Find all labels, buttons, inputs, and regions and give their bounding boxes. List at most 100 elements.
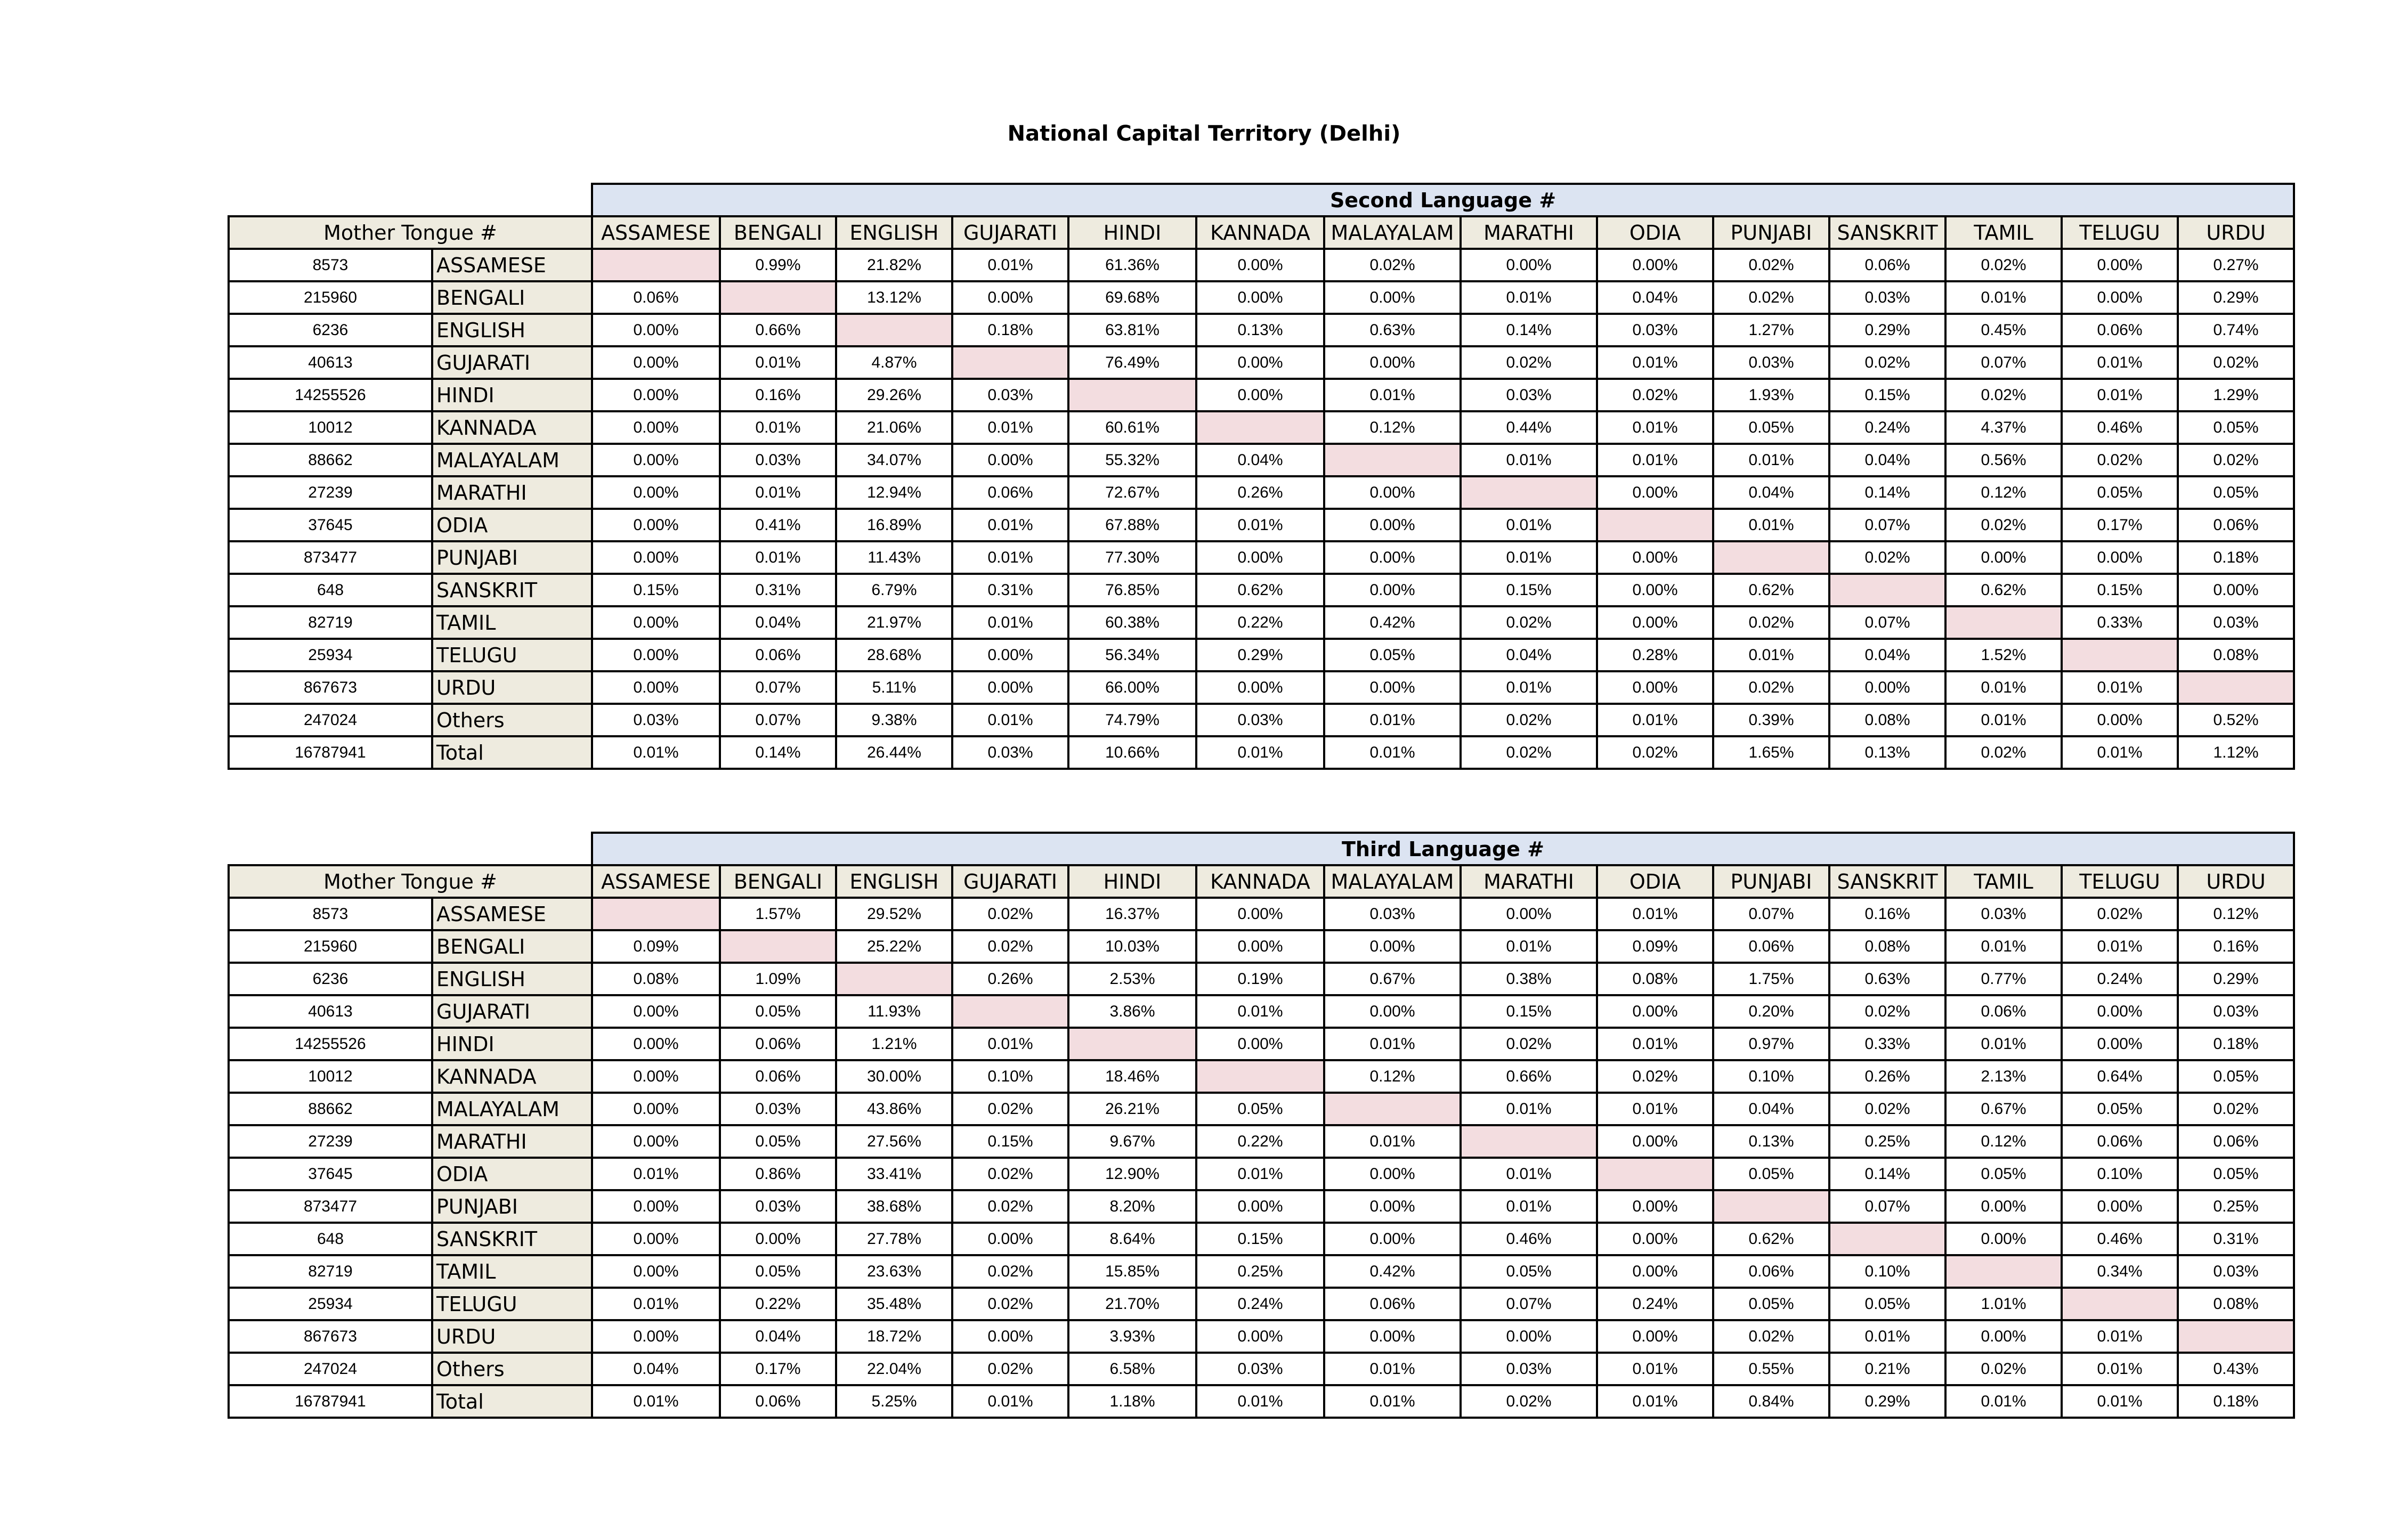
- percentage-cell: 0.04%: [1828, 443, 1947, 477]
- percentage-cell: 0.20%: [1712, 994, 1830, 1029]
- percentage-cell: 0.05%: [1460, 1254, 1598, 1289]
- percentage-cell: 0.06%: [1712, 929, 1830, 964]
- percentage-cell: 0.01%: [1712, 508, 1830, 542]
- percentage-cell: 5.11%: [835, 670, 953, 705]
- percentage-cell: 0.01%: [1596, 443, 1714, 477]
- percentage-cell: 23.63%: [835, 1254, 953, 1289]
- diagonal-cell: [1828, 1222, 1947, 1256]
- percentage-cell: 0.05%: [2061, 475, 2179, 510]
- percentage-cell: 0.00%: [1944, 1319, 2063, 1354]
- percentage-cell: 0.04%: [1460, 638, 1598, 672]
- percentage-cell: 0.09%: [1596, 929, 1714, 964]
- percentage-cell: 0.00%: [591, 475, 721, 510]
- column-header-gujarati: GUJARATI: [951, 215, 1069, 250]
- percentage-cell: 0.01%: [1460, 508, 1598, 542]
- table-row: 8573 ASSAMESE 1.57% 29.52% 0.02% 16.37% 0.00% 0…: [228, 897, 2295, 931]
- percentage-cell: 0.63%: [1323, 313, 1462, 347]
- percentage-cell: 0.62%: [1712, 573, 1830, 607]
- table-row: 14255526 HINDI 0.00% 0.06% 1.21% 0.01% 0.00% 0.…: [228, 1027, 2295, 1061]
- percentage-cell: 0.00%: [1596, 248, 1714, 282]
- percentage-cell: 0.00%: [2061, 248, 2179, 282]
- percentage-cell: 0.02%: [1828, 540, 1947, 575]
- mother-tongue-label: TELUGU: [431, 1287, 593, 1321]
- percentage-cell: 0.06%: [719, 1059, 837, 1094]
- percentage-cell: 0.16%: [2177, 929, 2295, 964]
- percentage-cell: 0.03%: [719, 443, 837, 477]
- percentage-cell: 0.03%: [1828, 280, 1947, 315]
- percentage-cell: 0.02%: [1460, 1027, 1598, 1061]
- percentage-cell: 0.01%: [1323, 1124, 1462, 1159]
- percentage-cell: 0.05%: [719, 1254, 837, 1289]
- percentage-cell: 0.02%: [1712, 605, 1830, 640]
- percentage-cell: 0.01%: [951, 540, 1069, 575]
- percentage-cell: 4.87%: [835, 345, 953, 380]
- percentage-cell: 15.85%: [1067, 1254, 1197, 1289]
- percentage-cell: 0.03%: [1712, 345, 1830, 380]
- percentage-cell: 0.01%: [2061, 735, 2179, 770]
- diagonal-cell: [1712, 1189, 1830, 1224]
- speaker-count: 10012: [228, 410, 433, 445]
- percentage-cell: 63.81%: [1067, 313, 1197, 347]
- percentage-cell: 9.67%: [1067, 1124, 1197, 1159]
- mother-tongue-label: MARATHI: [431, 1124, 593, 1159]
- percentage-cell: 0.03%: [2177, 1254, 2295, 1289]
- percentage-cell: 0.67%: [1944, 1092, 2063, 1126]
- percentage-cell: 0.05%: [1323, 638, 1462, 672]
- percentage-cell: 4.37%: [1944, 410, 2063, 445]
- percentage-cell: 0.00%: [1944, 540, 2063, 575]
- percentage-cell: 0.03%: [1195, 703, 1325, 737]
- column-header-telugu: TELUGU: [2061, 215, 2179, 250]
- percentage-cell: 66.00%: [1067, 670, 1197, 705]
- percentage-cell: 0.00%: [1323, 508, 1462, 542]
- percentage-cell: 0.17%: [2061, 508, 2179, 542]
- percentage-cell: 0.08%: [2177, 1287, 2295, 1321]
- percentage-cell: 0.02%: [1944, 1352, 2063, 1386]
- percentage-cell: 0.00%: [951, 443, 1069, 477]
- percentage-cell: 0.01%: [1596, 1027, 1714, 1061]
- percentage-cell: 0.02%: [1460, 1384, 1598, 1419]
- percentage-cell: 0.00%: [1596, 994, 1714, 1029]
- percentage-cell: 0.46%: [1460, 1222, 1598, 1256]
- percentage-cell: 0.52%: [2177, 703, 2295, 737]
- percentage-cell: 0.02%: [1596, 1059, 1714, 1094]
- percentage-cell: 0.42%: [1323, 605, 1462, 640]
- percentage-cell: 0.01%: [1712, 638, 1830, 672]
- percentage-cell: 0.02%: [1944, 248, 2063, 282]
- percentage-cell: 0.21%: [1828, 1352, 1947, 1386]
- percentage-cell: 0.01%: [1944, 280, 2063, 315]
- percentage-cell: 0.04%: [1195, 443, 1325, 477]
- percentage-cell: 28.68%: [835, 638, 953, 672]
- table-row: 247024 Others 0.04% 0.17% 22.04% 0.02% 6.58% 0.…: [228, 1352, 2295, 1386]
- percentage-cell: 0.02%: [2061, 443, 2179, 477]
- percentage-cell: 0.06%: [1323, 1287, 1462, 1321]
- percentage-cell: 0.00%: [1195, 1027, 1325, 1061]
- column-header-odia: ODIA: [1596, 215, 1714, 250]
- second-language-table: Second Language # Mother Tongue # ASSAMESE…: [228, 183, 2295, 770]
- percentage-cell: 26.44%: [835, 735, 953, 770]
- percentage-cell: 0.25%: [2177, 1189, 2295, 1224]
- column-header-punjabi: PUNJABI: [1712, 215, 1830, 250]
- percentage-cell: 0.00%: [591, 670, 721, 705]
- percentage-cell: 0.03%: [951, 735, 1069, 770]
- percentage-cell: 0.06%: [2177, 508, 2295, 542]
- percentage-cell: 0.07%: [1828, 1189, 1947, 1224]
- percentage-cell: 0.56%: [1944, 443, 2063, 477]
- diagonal-cell: [1596, 1157, 1714, 1191]
- percentage-cell: 0.01%: [1596, 1352, 1714, 1386]
- percentage-cell: 0.00%: [591, 378, 721, 412]
- percentage-cell: 0.07%: [1712, 897, 1830, 931]
- diagonal-cell: [719, 280, 837, 315]
- mother-tongue-label: SANSKRIT: [431, 1222, 593, 1256]
- percentage-cell: 0.00%: [951, 280, 1069, 315]
- percentage-cell: 0.06%: [951, 475, 1069, 510]
- percentage-cell: 61.36%: [1067, 248, 1197, 282]
- percentage-cell: 0.00%: [1323, 345, 1462, 380]
- speaker-count: 873477: [228, 1189, 433, 1224]
- diagonal-cell: [951, 345, 1069, 380]
- percentage-cell: 0.03%: [1460, 378, 1598, 412]
- percentage-cell: 0.00%: [1596, 670, 1714, 705]
- percentage-cell: 0.24%: [1596, 1287, 1714, 1321]
- mother-tongue-label: HINDI: [431, 1027, 593, 1061]
- percentage-cell: 0.01%: [591, 735, 721, 770]
- column-header-english: ENGLISH: [835, 864, 953, 899]
